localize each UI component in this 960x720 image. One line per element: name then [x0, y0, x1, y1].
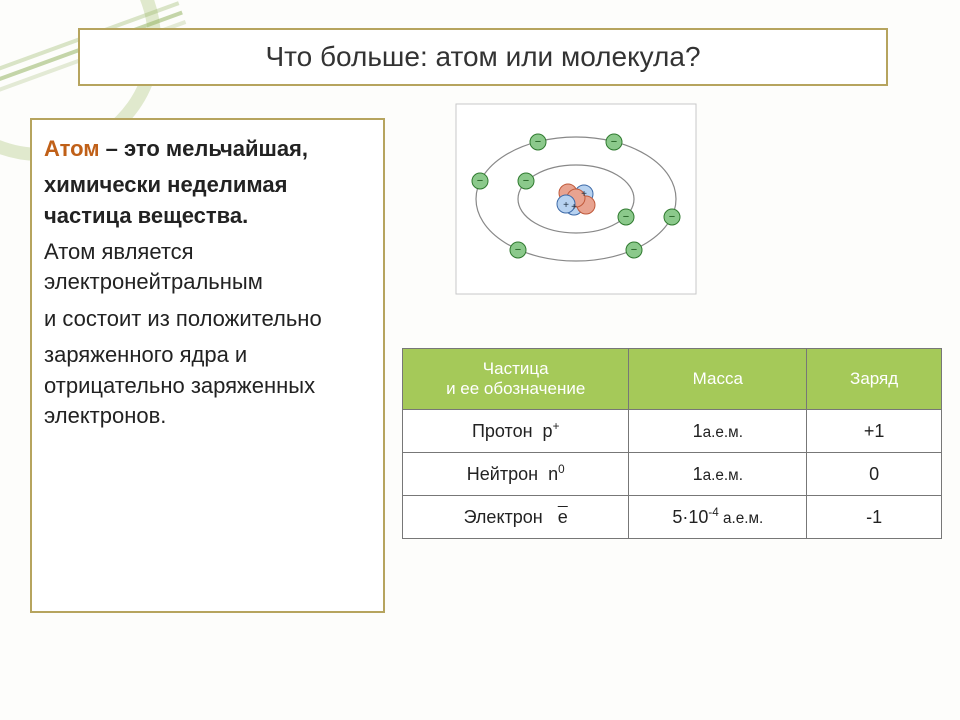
atom-diagram: + + + − − − − − − − −	[420, 100, 730, 330]
svg-text:+: +	[563, 200, 569, 211]
definition-line-1: Атом – это мельчайшая,	[44, 134, 371, 164]
svg-text:+: +	[571, 202, 577, 213]
definition-line-5: заряженного ядра и отрицательно заряженн…	[44, 340, 371, 431]
cell-particle: Электрон e	[403, 496, 629, 539]
th-charge: Заряд	[807, 349, 942, 410]
table-row: Нейтрон n0 1а.е.м. 0	[403, 453, 942, 496]
svg-text:+: +	[581, 189, 587, 200]
def-rest-1: – это мельчайшая,	[100, 136, 308, 161]
slide-title-box: Что больше: атом или молекула?	[78, 28, 888, 86]
cell-mass: 1а.е.м.	[629, 453, 807, 496]
cell-charge: 0	[807, 453, 942, 496]
svg-text:−: −	[477, 175, 483, 187]
definition-line-3: Атом является электронейтральным	[44, 237, 371, 298]
th-particle: Частица и ее обозначение	[403, 349, 629, 410]
table-header-row: Частица и ее обозначение Масса Заряд	[403, 349, 942, 410]
cell-mass: 5·10-4 а.е.м.	[629, 496, 807, 539]
svg-text:−: −	[515, 244, 521, 256]
definition-line-2: химически неделимая частица вещества.	[44, 170, 371, 231]
term-atom: Атом	[44, 136, 100, 161]
svg-text:−: −	[535, 136, 541, 148]
cell-particle: Протон p+	[403, 410, 629, 453]
table-row: Протон p+ 1а.е.м. +1	[403, 410, 942, 453]
table-row: Электрон e 5·10-4 а.е.м. -1	[403, 496, 942, 539]
th-mass: Масса	[629, 349, 807, 410]
particles-table: Частица и ее обозначение Масса Заряд Про…	[402, 348, 942, 539]
svg-text:−: −	[631, 244, 637, 256]
svg-text:−: −	[623, 211, 629, 223]
svg-text:−: −	[611, 136, 617, 148]
slide-title: Что больше: атом или молекула?	[265, 41, 700, 73]
svg-text:−: −	[669, 211, 675, 223]
definition-panel: Атом – это мельчайшая, химически неделим…	[30, 118, 385, 613]
cell-mass: 1а.е.м.	[629, 410, 807, 453]
nucleus: + + +	[557, 184, 595, 215]
svg-text:−: −	[523, 175, 529, 187]
cell-charge: -1	[807, 496, 942, 539]
definition-line-4: и состоит из положительно	[44, 304, 371, 334]
cell-charge: +1	[807, 410, 942, 453]
cell-particle: Нейтрон n0	[403, 453, 629, 496]
